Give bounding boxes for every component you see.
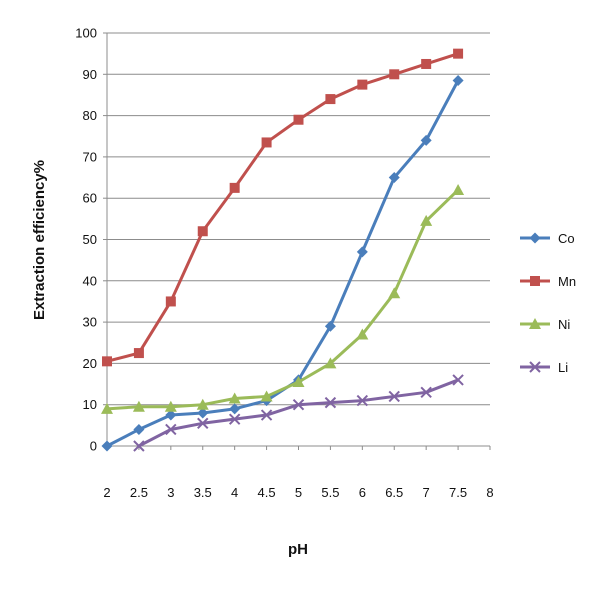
- data-point-mn: [166, 296, 176, 306]
- data-point-mn: [102, 356, 112, 366]
- legend-item-mn: Mn: [520, 274, 576, 289]
- legend-label-co: Co: [558, 231, 575, 246]
- axes-layer: [103, 33, 490, 450]
- y-tick-label: 40: [83, 273, 97, 288]
- legend-item-ni: Ni: [520, 317, 570, 332]
- y-tick-label: 10: [83, 397, 97, 412]
- data-point-co: [133, 424, 144, 435]
- x-tick-label: 3: [167, 485, 174, 500]
- data-point-mn: [357, 80, 367, 90]
- x-tick-label: 4.5: [258, 485, 276, 500]
- data-point-mn: [453, 49, 463, 59]
- legend-item-co: Co: [520, 231, 575, 246]
- x-tick-labels: 2 2.5 3 3.5 4 4.5 5 5.5 6 6.5 7 7.5 8: [103, 485, 493, 500]
- x-tick-label: 3.5: [194, 485, 212, 500]
- data-point-mn: [134, 348, 144, 358]
- y-tick-label: 90: [83, 67, 97, 82]
- x-tick-label: 5.5: [321, 485, 339, 500]
- grid-layer: [107, 33, 490, 405]
- data-point-mn: [325, 94, 335, 104]
- y-tick-label: 30: [83, 315, 97, 330]
- x-tick-label: 7.5: [449, 485, 467, 500]
- legend-label-li: Li: [558, 360, 568, 375]
- legend: Co Mn Ni Li: [520, 231, 576, 375]
- y-tick-label: 60: [83, 191, 97, 206]
- x-tick-label: 6: [359, 485, 366, 500]
- data-point-ni: [388, 287, 400, 298]
- legend-label-mn: Mn: [558, 274, 576, 289]
- x-tick-label: 2.5: [130, 485, 148, 500]
- x-tick-label: 2: [103, 485, 110, 500]
- x-tick-label: 5: [295, 485, 302, 500]
- y-tick-label: 0: [90, 439, 97, 454]
- y-tick-label: 20: [83, 356, 97, 371]
- data-point-mn: [198, 226, 208, 236]
- series-line-co: [107, 80, 458, 446]
- legend-marker-mn: [530, 276, 540, 286]
- x-tick-label: 8: [486, 485, 493, 500]
- legend-label-ni: Ni: [558, 317, 570, 332]
- data-point-co: [102, 441, 113, 452]
- y-tick-label: 100: [75, 26, 97, 41]
- data-point-mn: [230, 183, 240, 193]
- data-point-mn: [389, 69, 399, 79]
- data-point-ni: [452, 184, 464, 195]
- chart: 2 2.5 3 3.5 4 4.5 5 5.5 6 6.5 7 7.5 8 0 10 20 30 40 50 60 7…: [0, 0, 600, 600]
- y-tick-label: 70: [83, 149, 97, 164]
- x-tick-label: 4: [231, 485, 238, 500]
- x-tick-label: 6.5: [385, 485, 403, 500]
- data-point-mn: [294, 115, 304, 125]
- y-tick-label: 80: [83, 108, 97, 123]
- y-axis-title: Extraction efficiency%: [31, 160, 48, 320]
- data-point-mn: [262, 137, 272, 147]
- series-line-ni: [107, 190, 458, 409]
- x-axis-title: pH: [288, 541, 308, 558]
- series-layer: [101, 49, 464, 452]
- legend-item-li: Li: [520, 360, 568, 375]
- data-point-co: [357, 246, 368, 257]
- y-tick-labels: 0 10 20 30 40 50 60 70 80 90 100: [75, 26, 97, 454]
- y-tick-label: 50: [83, 232, 97, 247]
- data-point-co: [453, 75, 464, 86]
- x-tick-label: 7: [423, 485, 430, 500]
- legend-marker-co: [530, 233, 541, 244]
- data-point-mn: [421, 59, 431, 69]
- series-line-mn: [107, 54, 458, 362]
